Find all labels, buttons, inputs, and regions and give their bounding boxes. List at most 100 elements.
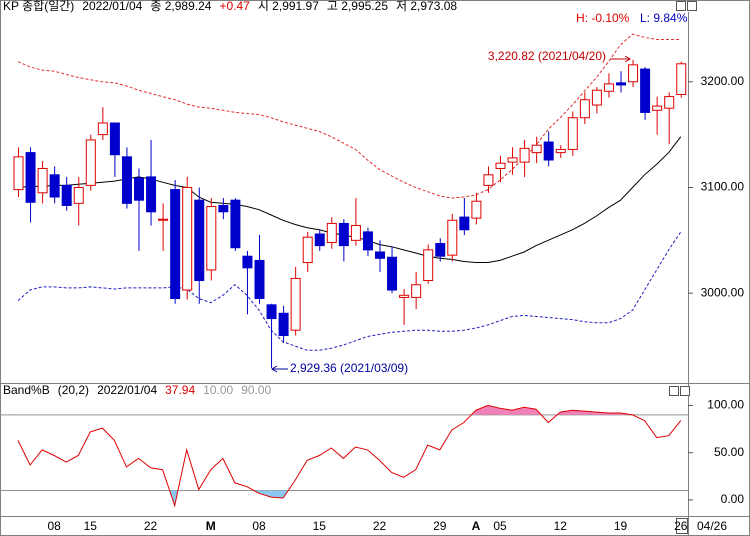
candle-body: [37, 167, 48, 194]
header-text: Band%B: [3, 383, 50, 397]
overlay-line: [17, 136, 682, 263]
annotation: 2,929.36 (2021/03/09): [290, 361, 408, 375]
candle-body: [158, 218, 169, 221]
candle-body: [170, 189, 181, 299]
x-tick-label: 08: [47, 519, 61, 533]
panel-button[interactable]: [676, 1, 686, 11]
candle-body: [616, 82, 626, 86]
y-tick-label: 0.00: [721, 492, 745, 506]
scroll-button[interactable]: [676, 518, 688, 534]
x-tick-label: 22: [144, 519, 158, 533]
header-text: 종 2,989.24: [150, 0, 211, 13]
header-text: (20,2): [58, 383, 89, 397]
candle-body: [495, 162, 506, 169]
candle-body: [640, 68, 651, 113]
x-tick-label: 22: [373, 519, 387, 533]
candle-body: [652, 105, 663, 111]
x-tick-label: 26: [674, 519, 688, 533]
candle-body: [61, 184, 72, 206]
annotation-arrowhead: [624, 55, 631, 63]
candle-body: [531, 144, 542, 154]
candle-body: [459, 216, 470, 231]
range-label: H: -0.10%: [576, 11, 630, 25]
candle-body: [278, 312, 289, 336]
candle-body: [435, 243, 446, 257]
candle-body: [254, 259, 265, 299]
x-tick-label: 15: [313, 519, 327, 533]
candle-body: [182, 186, 193, 291]
header-text: 2022/01/04: [97, 383, 157, 397]
candle-body: [49, 174, 60, 198]
candle-body: [25, 152, 36, 203]
x-tick-label: 15: [84, 519, 98, 533]
candle-body: [290, 277, 301, 331]
candle-body: [146, 176, 157, 213]
candle-body: [387, 256, 398, 291]
candle-body: [97, 122, 108, 136]
panel-button[interactable]: [669, 386, 679, 396]
y-tick-label: 50.00: [714, 445, 744, 459]
candle-body: [567, 117, 578, 150]
candle-body: [603, 83, 614, 92]
candle-body: [134, 177, 144, 201]
candle-body: [326, 222, 337, 243]
candle-body: [543, 141, 554, 161]
y-tick-label: 3000.00: [701, 285, 745, 299]
candle-body: [507, 157, 518, 163]
header-text: 저 2,973.08: [396, 0, 457, 13]
candle-body: [447, 219, 458, 256]
panel-button[interactable]: [687, 1, 697, 11]
panel-button[interactable]: [680, 386, 690, 396]
candle-body: [423, 249, 434, 282]
candle-body: [591, 89, 602, 106]
candle-body: [218, 204, 229, 213]
candle-body: [121, 156, 132, 204]
last-date: 04/26: [697, 519, 727, 533]
overbought-fill: [471, 405, 633, 415]
x-tick-label: 12: [554, 519, 568, 533]
annotation: 3,220.82 (2021/04/20): [488, 49, 606, 63]
x-tick-label: 05: [493, 519, 507, 533]
overlay-line: [17, 231, 682, 351]
header-text: 10.00: [203, 383, 233, 397]
y-tick-label: 3200.00: [701, 74, 745, 88]
candle-body: [242, 255, 253, 269]
candle-body: [13, 156, 24, 191]
header-text: KP 종합(일간): [3, 0, 74, 13]
candle-body: [85, 139, 96, 186]
y-tick-label: 100.00: [707, 398, 744, 412]
annotation-arrowhead: [271, 365, 278, 373]
y-tick-label: 3100.00: [701, 180, 745, 194]
x-tick-label: M: [206, 519, 216, 533]
candle-body: [399, 294, 410, 298]
candle-body: [375, 251, 385, 259]
header-text: 90.00: [241, 383, 271, 397]
header-text: 고 2,995.25: [327, 0, 388, 13]
candle-body: [194, 199, 205, 282]
x-tick-label: A: [472, 519, 481, 533]
candle-body: [676, 63, 687, 95]
candle-body: [350, 225, 361, 241]
header-text: 시 2,991.97: [258, 0, 319, 13]
x-tick-label: 29: [433, 519, 447, 533]
candle-body: [362, 231, 373, 251]
candle-body: [73, 186, 84, 204]
candle-body: [664, 96, 675, 109]
candle-body: [471, 200, 482, 219]
candle-body: [206, 206, 217, 271]
x-tick-label: 19: [614, 519, 628, 533]
candle-body: [579, 99, 590, 119]
candle-body: [302, 236, 313, 264]
range-label: L: 9.84%: [640, 11, 688, 25]
header-text: 37.94: [165, 383, 195, 397]
candle-body: [628, 64, 639, 83]
header-text: 2022/01/04: [82, 0, 142, 13]
header-text: +0.47: [219, 0, 250, 13]
candle-body: [266, 304, 277, 320]
candle-body: [555, 148, 566, 154]
candle-body: [483, 174, 494, 186]
x-tick-label: 08: [252, 519, 266, 533]
percent-b-line: [17, 404, 682, 508]
